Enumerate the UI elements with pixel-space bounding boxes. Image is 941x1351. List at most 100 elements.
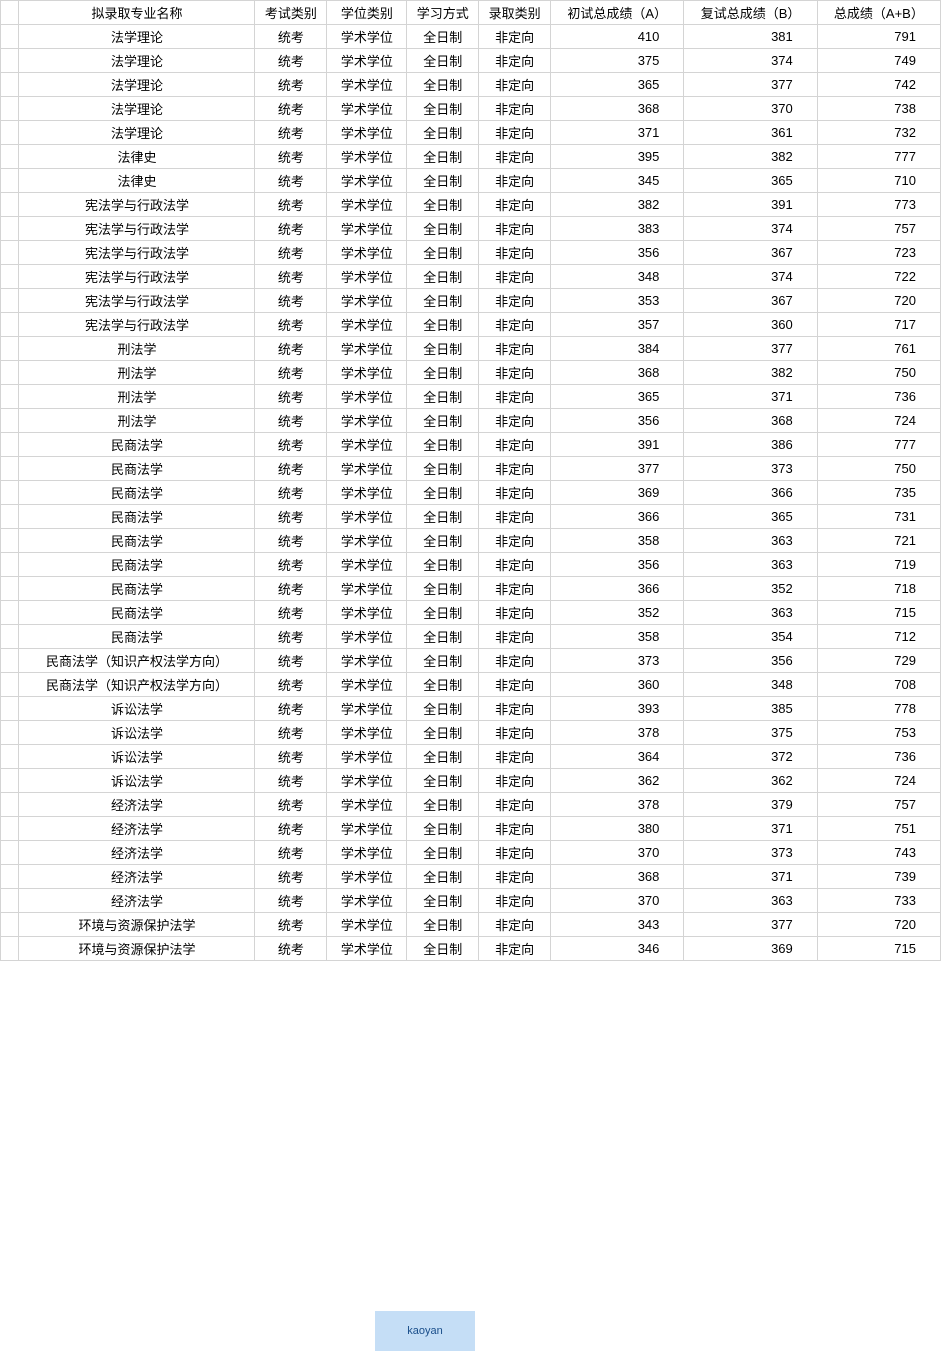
cell-admission: 非定向: [479, 217, 551, 241]
cell-major: 刑法学: [19, 337, 255, 361]
header-major: 拟录取专业名称: [19, 1, 255, 25]
cell-b: 361: [684, 121, 817, 145]
table-row: 法学理论统考学术学位全日制非定向375374749: [1, 49, 941, 73]
cell-ab: 731: [817, 505, 940, 529]
cell-exam: 统考: [255, 409, 327, 433]
cell-b: 365: [684, 169, 817, 193]
cell-exam: 统考: [255, 433, 327, 457]
cell-major: 民商法学: [19, 457, 255, 481]
cell-major: 民商法学: [19, 433, 255, 457]
cell-admission: 非定向: [479, 313, 551, 337]
cell-mode: 全日制: [407, 529, 479, 553]
cell-mode: 全日制: [407, 265, 479, 289]
header-row: 拟录取专业名称 考试类别 学位类别 学习方式 录取类别 初试总成绩（A） 复试总…: [1, 1, 941, 25]
cell-exam: 统考: [255, 529, 327, 553]
cell-ab: 749: [817, 49, 940, 73]
table-row: 刑法学统考学术学位全日制非定向384377761: [1, 337, 941, 361]
cell-a: 383: [551, 217, 684, 241]
cell-a: 358: [551, 529, 684, 553]
cell-major: 经济法学: [19, 817, 255, 841]
cell-a: 362: [551, 769, 684, 793]
cell-a: 356: [551, 241, 684, 265]
gutter-cell: [1, 49, 19, 73]
cell-mode: 全日制: [407, 337, 479, 361]
cell-b: 348: [684, 673, 817, 697]
cell-b: 373: [684, 841, 817, 865]
cell-major: 宪法学与行政法学: [19, 265, 255, 289]
header-admission: 录取类别: [479, 1, 551, 25]
cell-ab: 720: [817, 913, 940, 937]
cell-exam: 统考: [255, 697, 327, 721]
cell-mode: 全日制: [407, 289, 479, 313]
cell-degree: 学术学位: [327, 841, 407, 865]
cell-exam: 统考: [255, 361, 327, 385]
cell-b: 379: [684, 793, 817, 817]
table-row: 法学理论统考学术学位全日制非定向410381791: [1, 25, 941, 49]
cell-mode: 全日制: [407, 49, 479, 73]
table-row: 宪法学与行政法学统考学术学位全日制非定向357360717: [1, 313, 941, 337]
cell-major: 法律史: [19, 145, 255, 169]
cell-a: 352: [551, 601, 684, 625]
gutter-cell: [1, 361, 19, 385]
cell-ab: 757: [817, 217, 940, 241]
cell-admission: 非定向: [479, 889, 551, 913]
table-row: 宪法学与行政法学统考学术学位全日制非定向383374757: [1, 217, 941, 241]
cell-degree: 学术学位: [327, 145, 407, 169]
cell-a: 366: [551, 505, 684, 529]
table-row: 诉讼法学统考学术学位全日制非定向378375753: [1, 721, 941, 745]
cell-mode: 全日制: [407, 625, 479, 649]
cell-major: 经济法学: [19, 793, 255, 817]
cell-ab: 742: [817, 73, 940, 97]
table-row: 民商法学统考学术学位全日制非定向358363721: [1, 529, 941, 553]
cell-mode: 全日制: [407, 937, 479, 961]
cell-ab: 739: [817, 865, 940, 889]
gutter-cell: [1, 169, 19, 193]
cell-ab: 778: [817, 697, 940, 721]
cell-b: 391: [684, 193, 817, 217]
cell-b: 352: [684, 577, 817, 601]
cell-exam: 统考: [255, 817, 327, 841]
cell-degree: 学术学位: [327, 529, 407, 553]
gutter-cell: [1, 193, 19, 217]
cell-mode: 全日制: [407, 193, 479, 217]
cell-mode: 全日制: [407, 361, 479, 385]
gutter-cell: [1, 601, 19, 625]
gutter-cell: [1, 817, 19, 841]
cell-ab: 736: [817, 385, 940, 409]
cell-b: 382: [684, 361, 817, 385]
cell-a: 356: [551, 409, 684, 433]
table-row: 民商法学统考学术学位全日制非定向369366735: [1, 481, 941, 505]
cell-mode: 全日制: [407, 241, 479, 265]
cell-admission: 非定向: [479, 457, 551, 481]
cell-degree: 学术学位: [327, 97, 407, 121]
cell-degree: 学术学位: [327, 649, 407, 673]
gutter-cell: [1, 625, 19, 649]
cell-ab: 777: [817, 145, 940, 169]
cell-mode: 全日制: [407, 121, 479, 145]
gutter-cell: [1, 841, 19, 865]
cell-exam: 统考: [255, 625, 327, 649]
gutter-cell: [1, 1, 19, 25]
cell-degree: 学术学位: [327, 937, 407, 961]
cell-mode: 全日制: [407, 817, 479, 841]
cell-degree: 学术学位: [327, 793, 407, 817]
cell-a: 369: [551, 481, 684, 505]
cell-degree: 学术学位: [327, 505, 407, 529]
cell-mode: 全日制: [407, 145, 479, 169]
cell-degree: 学术学位: [327, 601, 407, 625]
cell-a: 380: [551, 817, 684, 841]
cell-admission: 非定向: [479, 145, 551, 169]
cell-admission: 非定向: [479, 625, 551, 649]
cell-degree: 学术学位: [327, 169, 407, 193]
cell-ab: 724: [817, 769, 940, 793]
cell-mode: 全日制: [407, 385, 479, 409]
cell-degree: 学术学位: [327, 697, 407, 721]
cell-a: 391: [551, 433, 684, 457]
table-row: 法学理论统考学术学位全日制非定向371361732: [1, 121, 941, 145]
gutter-cell: [1, 649, 19, 673]
cell-ab: 732: [817, 121, 940, 145]
table-row: 民商法学统考学术学位全日制非定向352363715: [1, 601, 941, 625]
cell-degree: 学术学位: [327, 553, 407, 577]
cell-major: 法学理论: [19, 97, 255, 121]
cell-exam: 统考: [255, 97, 327, 121]
